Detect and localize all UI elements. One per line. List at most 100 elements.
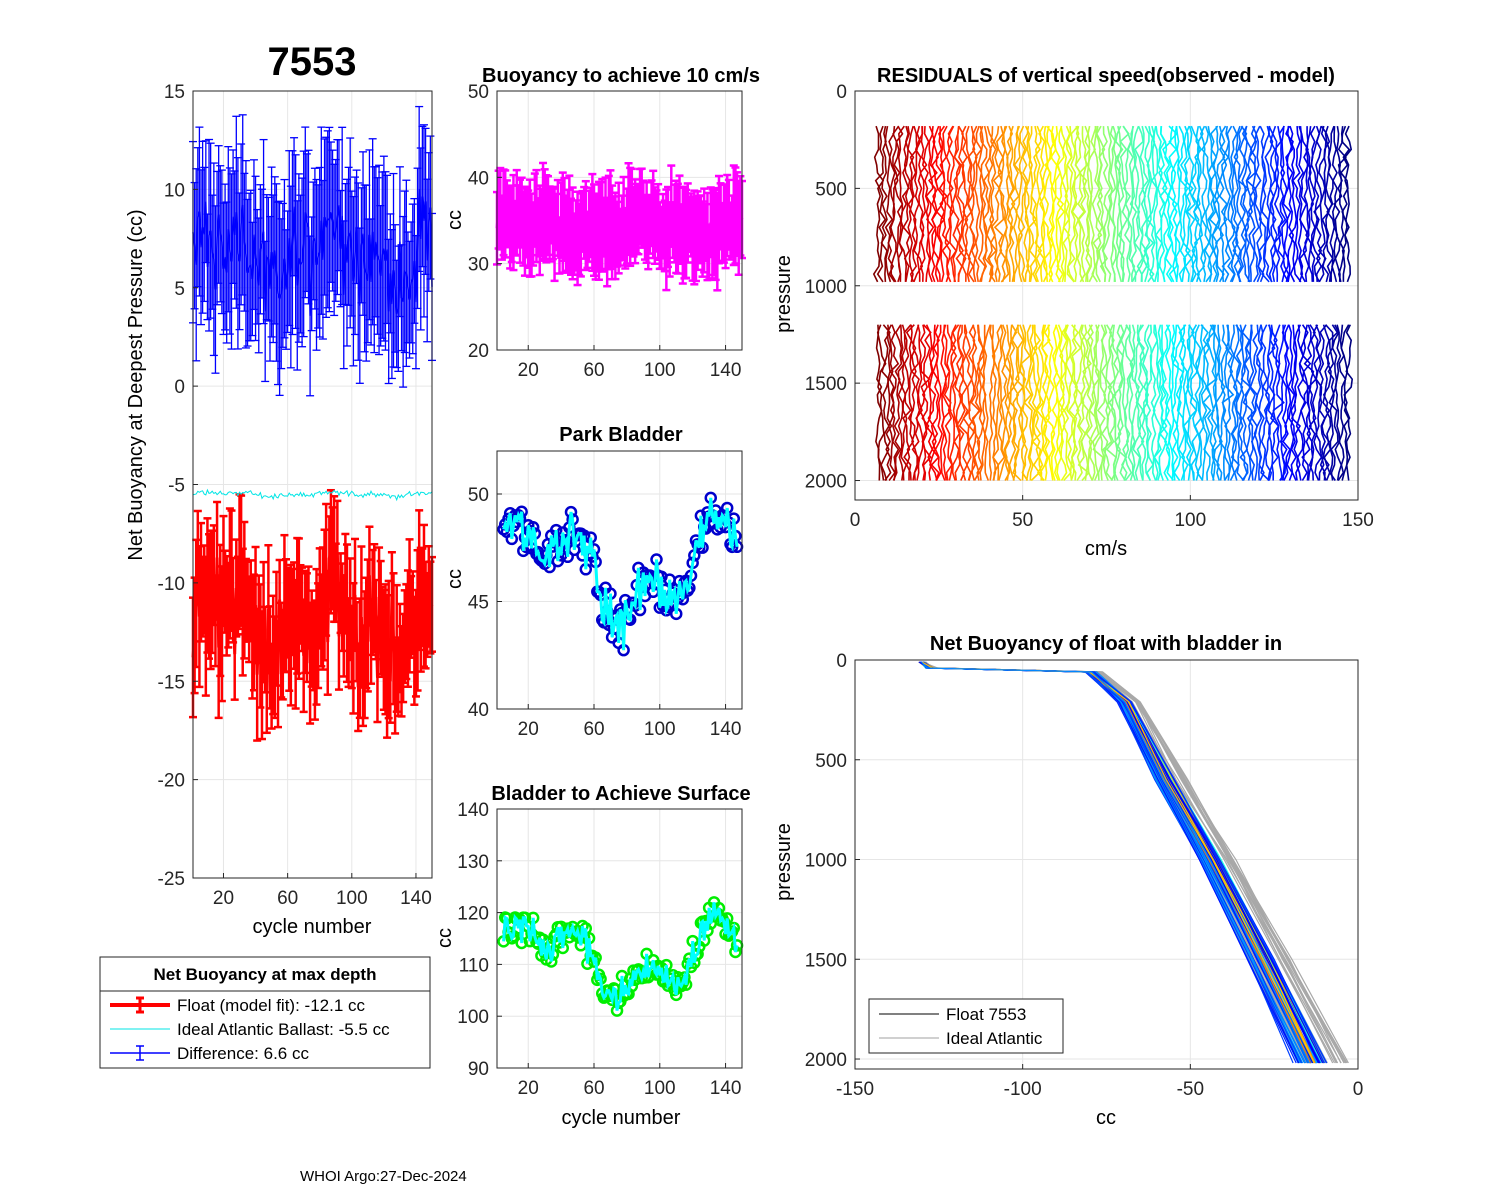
chart-residuals-profile	[934, 324, 943, 481]
chart-residuals-profile	[1144, 324, 1155, 481]
chart-residuals-profile	[986, 125, 995, 283]
chart-residuals-profile	[1084, 125, 1093, 282]
chart-residuals-profile	[979, 125, 988, 283]
chart-residuals-profile	[1326, 125, 1336, 282]
chart-residuals-profile	[958, 324, 970, 481]
chart-net-buoyancy-bladder-in-xtick-label: -50	[1177, 1079, 1204, 1100]
chart-residuals-profile	[1044, 324, 1056, 481]
legend2-label-float: Float 7553	[946, 1005, 1026, 1024]
chart-residuals-profile	[915, 324, 924, 481]
chart-bladder-surface-series-line	[502, 902, 739, 1011]
chart-residuals-profile	[907, 125, 915, 283]
panel-net-buoyancy-ylabel: Net Buoyancy at Deepest Pressure (cc)	[125, 209, 147, 560]
chart-net-buoyancy-bladder-in-ytick-label: 0	[836, 651, 847, 672]
chart-net-buoyancy-series-line-0	[191, 551, 434, 693]
chart-residuals-profile	[1012, 324, 1025, 482]
chart-residuals-profile	[1333, 125, 1343, 282]
footer-credit: WHOI Argo:27-Dec-2024	[300, 1168, 467, 1185]
chart-residuals-profile	[1126, 125, 1136, 282]
chart-residuals-profile	[1092, 324, 1100, 481]
chart-bladder-surface-ytick-label: 140	[457, 800, 489, 821]
chart-net-buoyancy-ytick-label: -15	[158, 672, 185, 693]
chart-residuals-profile	[1331, 126, 1339, 283]
chart-residuals-profile	[1196, 125, 1206, 283]
chart-residuals-profile	[1154, 125, 1165, 282]
panel-bladder-in-plot: -150 -100 -50 0 0 500 1000 1500 2000	[805, 651, 1364, 1100]
chart-residuals-profile	[1077, 324, 1090, 482]
panel-residuals-title: RESIDUALS of vertical speed(observed - m…	[877, 65, 1335, 87]
chart-buoyancy-10cms-ytick-label: 40	[468, 168, 489, 189]
chart-residuals-profile	[1160, 324, 1171, 481]
chart-residuals-profile	[1343, 324, 1354, 481]
chart-park-bladder-xtick-label: 60	[583, 719, 604, 740]
chart-net-buoyancy-xtick-label: 140	[400, 888, 432, 909]
chart-residuals-profile	[927, 324, 939, 481]
chart-residuals-profile	[1021, 126, 1030, 282]
chart-net-buoyancy-bladder-in-ytick-label: 2000	[805, 1050, 847, 1071]
chart-residuals-profile	[1244, 125, 1253, 282]
chart-residuals-profile	[902, 324, 912, 481]
chart-residuals-profile	[884, 125, 894, 283]
chart-residuals-ytick-label: 1000	[805, 277, 847, 298]
legend-entry-float: Float (model fit): -12.1 cc	[110, 996, 366, 1015]
chart-bladder-surface-axes-frame	[496, 808, 743, 1069]
chart-residuals-profile	[1060, 125, 1068, 283]
chart-residuals-profile	[897, 125, 905, 282]
chart-residuals-ytick-label: 2000	[805, 472, 847, 493]
chart-residuals-profile	[1067, 324, 1079, 481]
chart-residuals-profile	[1318, 324, 1328, 481]
chart-residuals-xtick-label: 100	[1174, 510, 1206, 531]
panel-park-bladder: Park Bladder 20 60 100 140 40 45 50 cc	[444, 424, 744, 740]
chart-residuals-profile	[979, 324, 987, 481]
chart-residuals-profile	[1037, 125, 1046, 282]
chart-net-buoyancy-series-line-1	[192, 488, 433, 502]
chart-residuals-profile	[1221, 125, 1231, 283]
chart-residuals-profile	[1013, 125, 1023, 283]
chart-net-buoyancy-xtick-label: 100	[336, 888, 368, 909]
chart-residuals-profile	[1017, 125, 1028, 283]
chart-park-bladder-xtick-label: 20	[518, 719, 539, 740]
chart-residuals-profile	[1285, 125, 1295, 283]
chart-park-bladder-axes-frame	[496, 450, 743, 710]
chart-residuals-profile	[1215, 324, 1226, 481]
chart-residuals-profile	[1096, 324, 1107, 481]
chart-residuals-profile	[898, 125, 910, 282]
chart-net-buoyancy-ytick-label: -25	[158, 869, 185, 890]
chart-residuals-profile	[950, 324, 961, 481]
panel-park-bladder-plot: 20 60 100 140 40 45 50	[468, 450, 744, 740]
legend-entry-difference: Difference: 6.6 cc	[110, 1044, 309, 1063]
chart-net-buoyancy-bladder-in-xtick-label: -100	[1004, 1079, 1042, 1100]
chart-residuals-ytick-label: 1500	[805, 374, 847, 395]
chart-residuals-profile	[1268, 125, 1277, 283]
legend2-box	[868, 998, 1064, 1054]
chart-residuals-profile	[1099, 126, 1112, 282]
chart-residuals-profile	[1120, 324, 1129, 481]
chart-net-buoyancy-ytick-label: 0	[174, 377, 185, 398]
chart-buoyancy-10cms-xtick-label: 100	[644, 360, 676, 381]
chart-residuals-profile	[919, 126, 928, 282]
legend-label-float: Float (model fit): -12.1 cc	[177, 996, 366, 1015]
chart-residuals-profile	[1024, 125, 1033, 282]
chart-residuals-profile	[1071, 125, 1082, 282]
panel-bladder-surface-xlabel: cycle number	[562, 1107, 681, 1129]
chart-residuals-profile	[889, 125, 900, 283]
legend2-label-ideal: Ideal Atlantic	[946, 1029, 1043, 1048]
chart-residuals-profile	[1092, 324, 1104, 481]
chart-residuals-profile	[1108, 324, 1120, 481]
chart-residuals-profile	[1277, 125, 1287, 283]
chart-residuals-profile	[1066, 126, 1075, 283]
chart-residuals-profile	[1276, 324, 1287, 481]
chart-residuals-profile	[1102, 125, 1113, 283]
chart-residuals-profile	[1050, 324, 1059, 481]
chart-residuals-profile	[910, 324, 921, 481]
chart-residuals-profile	[1186, 324, 1198, 481]
chart-residuals-profile	[1235, 324, 1245, 482]
panel-bladder-surface-title: Bladder to Achieve Surface	[491, 783, 750, 805]
chart-residuals-profile	[969, 125, 978, 283]
chart-residuals-profile	[1185, 125, 1197, 283]
chart-residuals-profile	[1327, 324, 1339, 481]
chart-net-buoyancy-ytick-label: 10	[164, 180, 185, 201]
chart-residuals-profile	[1339, 125, 1351, 282]
chart-residuals-profile	[935, 126, 946, 282]
